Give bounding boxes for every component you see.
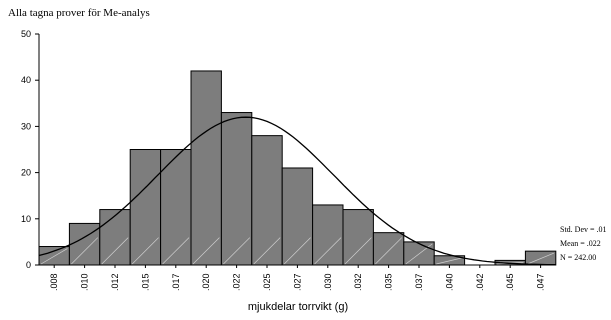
bar-hatch bbox=[344, 237, 372, 265]
x-axis: .008 .010 .012 .015 .017 .020 .022 .025 .027 .030… bbox=[39, 264, 556, 291]
histogram-bar bbox=[312, 204, 344, 266]
x-tick-label: .037 bbox=[414, 273, 424, 291]
bar-rect bbox=[312, 204, 344, 266]
bar-rect bbox=[403, 241, 435, 266]
bar-rect bbox=[129, 149, 162, 266]
bar-rect bbox=[190, 70, 222, 266]
bar-hatch bbox=[40, 248, 68, 265]
bar-rect bbox=[251, 135, 283, 266]
y-tick-label: 10 bbox=[21, 214, 31, 224]
x-tick-label: .025 bbox=[262, 273, 272, 291]
histogram-bar bbox=[281, 167, 314, 266]
histogram-bar bbox=[251, 135, 283, 266]
histogram-bar bbox=[220, 112, 253, 266]
bar-hatch bbox=[253, 237, 281, 265]
bar-hatch bbox=[192, 237, 220, 265]
histogram-bar bbox=[129, 149, 162, 266]
bars bbox=[38, 70, 557, 266]
bar-rect bbox=[342, 209, 374, 266]
bar-hatch bbox=[314, 237, 342, 265]
bar-rect bbox=[68, 222, 101, 266]
y-tick-label: 50 bbox=[21, 29, 31, 39]
x-tick-label: .032 bbox=[353, 273, 363, 291]
x-tick-label: .030 bbox=[323, 273, 333, 291]
mean-text: Mean = .022 bbox=[560, 239, 601, 248]
x-tick-label: .012 bbox=[110, 273, 120, 291]
std-dev-text: Std. Dev = .01 bbox=[560, 225, 607, 234]
x-tick-label: .045 bbox=[505, 273, 515, 291]
y-tick-label: 30 bbox=[21, 121, 31, 131]
n-text: N = 242.00 bbox=[560, 253, 596, 262]
histogram-bar bbox=[68, 222, 101, 266]
histogram-bar bbox=[403, 241, 435, 266]
histogram-bar bbox=[372, 232, 405, 266]
bar-hatch bbox=[283, 237, 311, 265]
bar-hatch bbox=[131, 237, 159, 265]
x-tick-label: .020 bbox=[201, 273, 211, 291]
histogram-bar bbox=[524, 250, 557, 266]
x-tick-label: .022 bbox=[232, 273, 242, 291]
x-tick-label: .042 bbox=[475, 273, 485, 291]
x-tick-label: .010 bbox=[80, 273, 90, 291]
histogram-bar bbox=[38, 246, 70, 266]
bar-hatch bbox=[223, 237, 251, 265]
bar-rect bbox=[99, 209, 131, 266]
bar-hatch bbox=[162, 237, 190, 265]
x-tick-label: .040 bbox=[444, 273, 454, 291]
x-tick-label: .035 bbox=[384, 273, 394, 291]
x-tick-label: .017 bbox=[171, 273, 181, 291]
y-tick-label: 40 bbox=[21, 75, 31, 85]
bar-rect bbox=[372, 232, 405, 266]
x-axis-label: mjukdelar torrvikt (g) bbox=[248, 301, 348, 313]
y-tick-label: 20 bbox=[21, 168, 31, 178]
y-axis: 0 10 20 30 40 50 bbox=[21, 29, 40, 270]
bar-hatch bbox=[71, 237, 99, 265]
stats-legend: Std. Dev = .01 Mean = .022 N = 242.00 bbox=[560, 225, 607, 262]
histogram-bar bbox=[99, 209, 131, 266]
histogram-bar bbox=[342, 209, 374, 266]
bar-hatch bbox=[101, 237, 129, 265]
x-tick-label: .008 bbox=[49, 273, 59, 291]
bar-rect bbox=[281, 167, 314, 266]
histogram-bar bbox=[190, 70, 222, 266]
x-tick-label: .015 bbox=[140, 273, 150, 291]
bar-hatch bbox=[436, 257, 463, 265]
bar-rect bbox=[220, 112, 253, 266]
x-tick-label: .027 bbox=[292, 273, 302, 291]
y-tick-label: 0 bbox=[26, 260, 31, 270]
x-tick-label: .047 bbox=[536, 273, 546, 291]
normal-curve bbox=[38, 116, 556, 266]
bar-hatch bbox=[527, 252, 554, 265]
bar-hatch bbox=[375, 237, 403, 265]
chart-title: Alla tagna prover för Me-analys bbox=[8, 7, 150, 19]
